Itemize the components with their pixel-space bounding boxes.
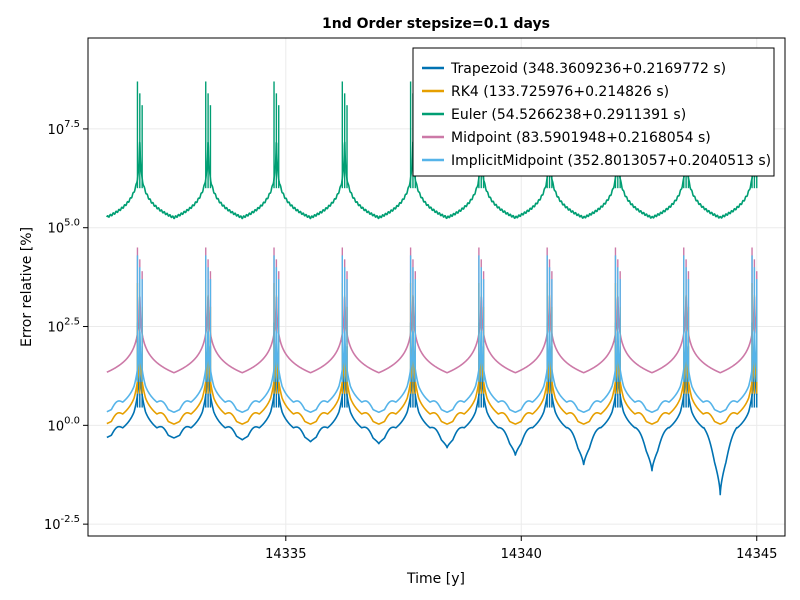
legend-entry-label: Trapezoid (348.3609236+0.2169772 s) [450,61,726,77]
series-line-3 [106,296,758,374]
legend: Trapezoid (348.3609236+0.2169772 s) RK4 (… [412,47,775,177]
series-line-4 [106,330,758,414]
y-tick-label: 10-2.5 [44,514,80,533]
x-tick-label: 14335 [265,547,306,562]
y-tick-label: 102.5 [48,317,80,336]
axis-ticks: 14335 14340 14345 10-2.5 100.0 102.5 105.0 107.… [44,119,777,562]
plot-frame [87,37,786,537]
series-line-0 [106,356,758,496]
legend-entry-label: Euler (54.5266238+0.2911391 s) [451,107,686,123]
y-tick-label: 105.0 [48,218,80,237]
y-tick-label: 107.5 [48,119,80,138]
series-line-1 [106,342,758,425]
x-tick-label: 14345 [736,547,777,562]
legend-entry-label: ImplicitMidpoint (352.8013057+0.2040513 … [451,153,771,169]
x-axis-label: Time [y] [406,571,465,587]
series-line-2 [106,139,758,220]
series-lines [106,81,758,496]
y-axis-label: Error relative [%] [19,227,35,347]
chart-title: 1nd Order stepsize=0.1 days [322,16,550,32]
y-tick-label: 100.0 [48,415,80,434]
legend-entry-label: RK4 (133.725976+0.214826 s) [451,84,669,100]
legend-entry-label: Midpoint (83.5901948+0.2168054 s) [451,130,711,146]
legend-box [412,47,775,177]
x-tick-label: 14340 [501,547,542,562]
